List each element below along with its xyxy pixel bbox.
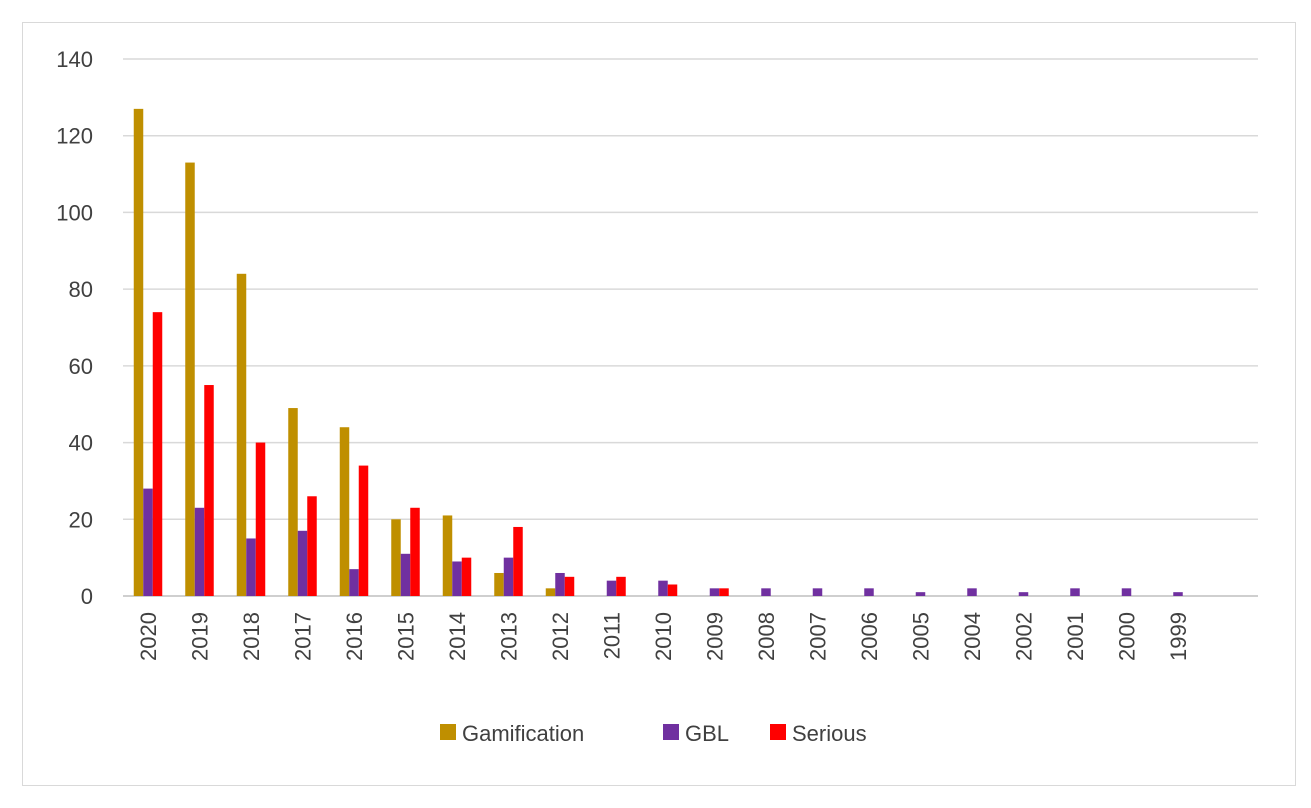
bar-gamification-2017 [288, 408, 298, 596]
x-tick-label: 2019 [188, 612, 213, 661]
bar-gbl-2014 [452, 561, 462, 596]
bar-serious-2019 [204, 385, 214, 596]
x-tick-label: 1999 [1166, 612, 1191, 661]
y-tick-label: 140 [56, 47, 93, 72]
x-tick-label: 2007 [806, 612, 831, 661]
y-tick-label: 120 [56, 124, 93, 149]
bars [133, 108, 1183, 597]
bar-gamification-2020 [133, 108, 144, 596]
bar-gamification-2019 [185, 162, 195, 597]
bar-gbl-2011 [606, 580, 617, 596]
bar-gbl-2006 [864, 588, 874, 596]
x-tick-label: 2000 [1115, 612, 1140, 661]
chart-frame [22, 22, 1296, 786]
bar-gbl-1999 [1173, 592, 1183, 596]
bar-gamification-2012 [545, 588, 556, 596]
bar-gbl-2001 [1070, 588, 1080, 596]
bar-gbl-2012 [555, 572, 565, 596]
x-tick-label: 2005 [909, 612, 934, 661]
legend-label: GBL [685, 721, 729, 746]
legend-swatch [770, 724, 786, 740]
legend-item-gamification: Gamification [440, 721, 584, 746]
bar-serious-2014 [461, 557, 472, 596]
x-tick-label: 2015 [394, 612, 419, 661]
x-tick-label: 2012 [548, 612, 573, 661]
bar-gamification-2014 [442, 515, 453, 596]
x-tick-label: 2010 [651, 612, 676, 661]
bar-gbl-2005 [915, 592, 926, 596]
x-tick-label: 2017 [291, 612, 316, 661]
x-tick-label: 2011 [600, 612, 625, 659]
y-tick-label: 40 [69, 431, 93, 456]
legend-swatch [663, 724, 679, 740]
bar-serious-2009 [719, 588, 729, 596]
y-tick-label: 20 [69, 507, 93, 532]
bar-serious-2011 [616, 576, 626, 596]
legend-label: Serious [792, 721, 867, 746]
x-tick-label: 2016 [342, 612, 367, 661]
bar-gbl-2017 [297, 530, 308, 596]
y-tick-label: 60 [69, 354, 93, 379]
bar-gbl-2019 [194, 507, 205, 596]
bar-gbl-2008 [761, 588, 771, 596]
bar-gbl-2016 [349, 569, 359, 596]
bar-gbl-2007 [812, 588, 823, 596]
bar-serious-2018 [255, 442, 266, 596]
bar-serious-2013 [513, 526, 523, 596]
bar-gbl-2010 [658, 580, 668, 596]
bar-gbl-2015 [400, 553, 411, 596]
legend-swatch [440, 724, 456, 740]
legend-item-serious: Serious [770, 721, 867, 746]
x-tick-label: 2009 [703, 612, 728, 661]
bar-gbl-2004 [967, 588, 977, 596]
bar-gbl-2002 [1018, 592, 1029, 596]
bar-serious-2010 [667, 584, 678, 596]
bar-gamification-2015 [391, 519, 401, 596]
bar-gamification-2018 [236, 273, 247, 596]
bar-serious-2020 [152, 312, 163, 596]
bar-serious-2016 [358, 465, 369, 596]
bar-gbl-2000 [1121, 588, 1132, 596]
x-tick-label: 2004 [960, 612, 985, 661]
x-axis-ticks: 2020 2019 2018 2017 2016 2015 2014 2013 2012 2011… [136, 612, 1191, 661]
bar-gbl-2009 [709, 588, 720, 596]
y-tick-label: 100 [56, 200, 93, 225]
x-tick-label: 2018 [239, 612, 264, 661]
x-tick-label: 2020 [136, 612, 161, 661]
x-tick-label: 2014 [445, 612, 470, 661]
bar-gbl-2020 [143, 488, 153, 596]
bar-serious-2012 [564, 576, 575, 596]
bar-gamification-2016 [339, 427, 350, 596]
x-tick-label: 2001 [1063, 612, 1088, 661]
x-tick-label: 2013 [497, 612, 522, 661]
y-axis-ticks: 0 20 40 60 80 100 120 140 [56, 47, 93, 609]
legend-item-gbl: GBL [663, 721, 729, 746]
x-tick-label: 2008 [754, 612, 779, 661]
bar-serious-2015 [410, 507, 420, 596]
x-tick-label: 2006 [857, 612, 882, 661]
bar-gamification-2013 [494, 572, 504, 596]
legend: Gamification GBL Serious [440, 721, 867, 746]
bar-gbl-2013 [503, 557, 514, 596]
bar-gbl-2018 [246, 538, 256, 596]
x-tick-label: 2002 [1012, 612, 1037, 661]
y-tick-label: 0 [81, 584, 93, 609]
legend-label: Gamification [462, 721, 584, 746]
y-tick-label: 80 [69, 277, 93, 302]
bar-serious-2017 [307, 496, 317, 596]
